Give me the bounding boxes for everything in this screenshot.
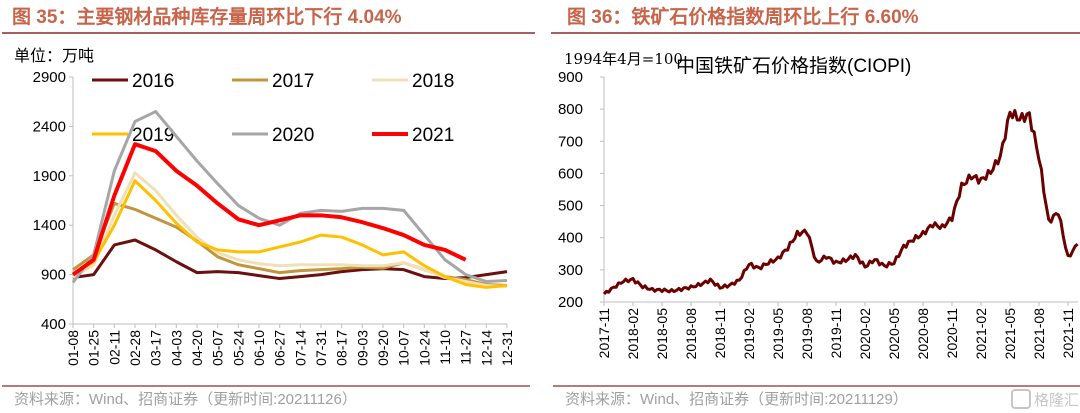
x-tick-label: 2021-05: [1002, 308, 1018, 360]
x-tick-label: 09-20: [375, 330, 391, 366]
y-tick-label: 1900: [33, 168, 66, 185]
x-tick-label: 12-31: [499, 330, 515, 366]
x-tick-label: 01-08: [65, 330, 81, 366]
x-tick-label: 01-25: [86, 330, 102, 366]
y-tick-label: 900: [558, 69, 583, 86]
series-line-2019: [72, 179, 508, 289]
x-tick-label: 02-28: [127, 330, 143, 366]
y-tick-label: 2900: [33, 69, 66, 86]
x-tick-label: 2020-02: [857, 308, 873, 360]
y-tick-label: 700: [558, 133, 583, 150]
x-tick-label: 04-20: [189, 330, 205, 366]
unit-label: 单位：万吨: [14, 46, 94, 65]
x-tick-label: 2020-11: [944, 308, 960, 359]
y-tick-label: 1400: [33, 217, 66, 234]
x-tick-label: 05-07: [210, 330, 226, 366]
x-tick-label: 09-03: [354, 330, 370, 366]
series-line-2021: [71, 142, 467, 277]
x-tick-label: 02-11: [106, 330, 122, 365]
y-tick-label: 300: [558, 262, 583, 279]
source-text: 资料来源：Wind、招商证券（更新时间:20211126）: [14, 391, 357, 408]
y-tick-label: 800: [558, 101, 583, 118]
legend-label-2020: 2020: [272, 125, 314, 146]
x-tick-label: 2019-05: [770, 308, 786, 360]
x-tick-label: 2017-11: [596, 308, 612, 359]
base-note: 1994年4月=100: [564, 50, 683, 68]
y-tick-label: 500: [558, 198, 583, 215]
x-tick-label: 2018-02: [625, 308, 641, 360]
x-tick-label: 2018-08: [683, 308, 699, 360]
legend-label-2021: 2021: [412, 125, 454, 146]
chart-title: 图 36：铁矿石价格指数周环比上行 6.60%: [567, 5, 919, 28]
x-tick-label: 08-17: [334, 330, 350, 366]
x-tick-label: 05-24: [230, 330, 246, 366]
x-tick-label: 2019-02: [741, 308, 757, 360]
series-title: 中国铁矿石价格指数(CIOPI): [676, 55, 911, 77]
legend-label-2017: 2017: [272, 71, 314, 92]
x-tick-label: 10-24: [416, 330, 432, 366]
series-line-ciopi: [602, 109, 1079, 295]
x-tick-label: 07-14: [292, 330, 308, 366]
y-tick-label: 900: [41, 267, 66, 284]
x-tick-label: 2018-11: [712, 308, 728, 359]
y-tick-label: 400: [41, 316, 66, 333]
x-tick-label: 2019-08: [799, 308, 815, 360]
x-tick-label: 2021-11: [1060, 308, 1076, 359]
legend-label-2018: 2018: [412, 71, 454, 92]
x-tick-label: 10-07: [396, 330, 412, 366]
x-tick-label: 06-10: [251, 330, 267, 366]
watermark-text: 格隆汇: [1034, 392, 1079, 409]
x-tick-label: 2021-08: [1031, 308, 1047, 360]
x-tick-label: 03-17: [148, 330, 164, 366]
x-tick-label: 11-10: [437, 330, 453, 365]
series-line-2018: [72, 171, 508, 288]
legend-label-2016: 2016: [132, 71, 174, 92]
x-tick-label: 2019-11: [828, 308, 844, 359]
y-tick-label: 2400: [33, 118, 66, 135]
y-tick-label: 400: [558, 230, 583, 247]
x-tick-label: 2021-02: [973, 308, 989, 360]
legend-label-2019: 2019: [132, 125, 174, 146]
x-tick-label: 04-03: [168, 330, 184, 366]
x-tick-label: 06-27: [272, 330, 288, 366]
x-tick-label: 12-14: [478, 330, 494, 366]
chart-title: 图 35：主要钢材品种库存量周环比下行 4.04%: [12, 5, 402, 28]
x-tick-label: 07-31: [313, 330, 329, 366]
y-tick-label: 600: [558, 165, 583, 182]
series-line-2016: [72, 238, 508, 281]
x-tick-label: 2020-05: [886, 308, 902, 360]
watermark-icon: [1011, 389, 1031, 409]
watermark-logo: 格隆汇: [1011, 389, 1079, 409]
x-tick-label: 11-27: [458, 330, 474, 365]
x-tick-label: 2018-05: [654, 308, 670, 360]
x-tick-label: 2020-08: [915, 308, 931, 360]
source-text: 资料来源：Wind、招商证券（更新时间:20211129）: [565, 391, 908, 408]
y-tick-label: 200: [558, 294, 583, 311]
